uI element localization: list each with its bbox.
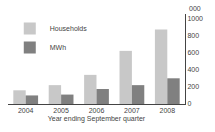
svg-text:2005: 2005 (53, 107, 69, 114)
svg-text:200: 200 (187, 83, 199, 90)
svg-text:Households: Households (50, 25, 87, 32)
svg-text:000: 000 (189, 5, 201, 12)
svg-text:MWh: MWh (50, 44, 66, 51)
svg-text:2006: 2006 (89, 107, 105, 114)
svg-text:0: 0 (187, 100, 191, 107)
svg-text:800: 800 (187, 32, 199, 39)
svg-text:2007: 2007 (124, 107, 140, 114)
svg-text:2004: 2004 (18, 107, 34, 114)
svg-text:400: 400 (187, 66, 199, 73)
svg-text:Year ending September quarter: Year ending September quarter (48, 115, 146, 123)
svg-text:2008: 2008 (160, 107, 176, 114)
svg-text:600: 600 (187, 49, 199, 56)
svg-text:1000: 1000 (187, 15, 203, 22)
